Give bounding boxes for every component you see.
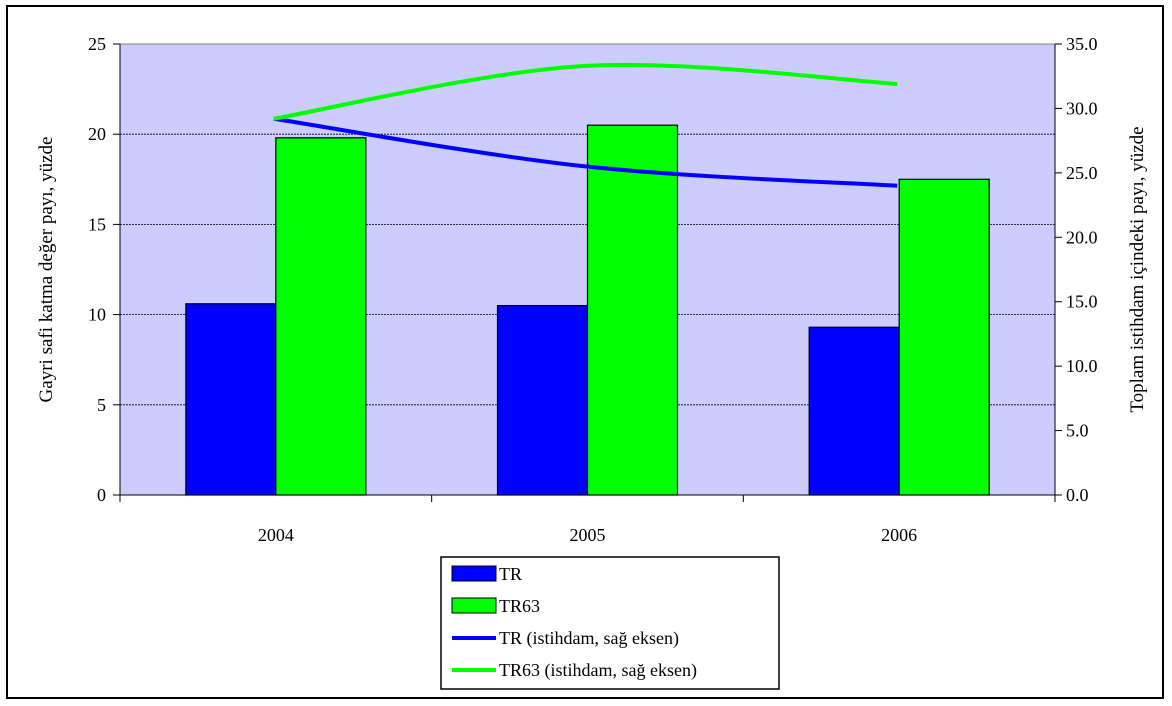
line-tr-istihdam-sa-eksen- [273,116,898,188]
bar-tr63-2004 [275,137,367,496]
bar-series [185,124,990,496]
x-tick-label: 2005 [570,525,606,545]
y2-tick-label: 15.0 [1066,292,1098,312]
y-tick-label: 5 [97,395,106,415]
y-tick-label: 15 [88,214,106,234]
bar-tr63-2006 [898,178,990,496]
legend-swatch [451,597,497,614]
legend-label: TR63 [499,596,540,616]
legend-label: TR [499,564,522,584]
y-tick-label: 20 [88,124,106,144]
bar-tr-2004 [185,303,277,496]
y2-tick-label: 25.0 [1066,163,1098,183]
x-tick-label: 2006 [881,525,917,545]
axes: 0 5 10 15 20 25 0.0 5.0 10.0 15.0 20.0 25.0 30.0 35.0… [88,34,1098,545]
y2-tick-label: 20.0 [1066,227,1098,247]
legend: TR TR63 TR (istihdam, sağ eksen) TR63 (isti… [440,556,780,690]
bar-tr-2006 [808,326,900,496]
y2-tick-label: 5.0 [1066,421,1089,441]
bar-tr-2005 [496,304,589,496]
bar-tr63-2005 [586,124,679,496]
legend-swatch [451,565,497,582]
y2-tick-label: 35.0 [1066,34,1098,54]
y-tick-label: 25 [88,34,106,54]
legend-label: TR63 (istihdam, sağ eksen) [499,660,697,681]
line-tr63-istihdam-sa-eksen- [273,62,898,121]
y2-tick-label: 30.0 [1066,98,1098,118]
y-tick-label: 10 [88,305,106,325]
legend-box [440,556,780,690]
y-tick-label: 0 [97,485,106,505]
y2-axis-label: Toplam istihdam içindeki payı, yüzde [1127,126,1148,412]
line-series [273,62,898,188]
y2-tick-label: 10.0 [1066,356,1098,376]
y2-tick-label: 0.0 [1066,485,1089,505]
y-axis-label: Gayri safi katma değer payı, yüzde [36,137,57,403]
x-tick-label: 2004 [258,525,294,545]
legend-label: TR (istihdam, sağ eksen) [499,628,679,649]
